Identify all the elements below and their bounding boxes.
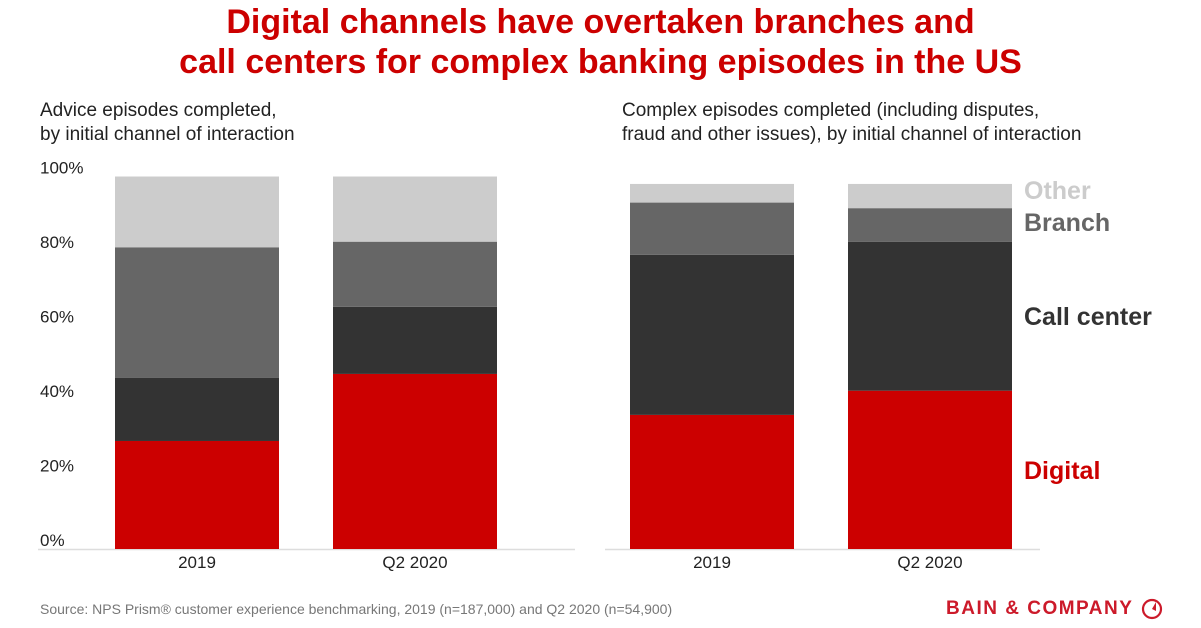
bar-segment-digital [630, 414, 794, 549]
chart-title: Digital channels have overtaken branches… [0, 2, 1201, 82]
logo-compass-icon [1142, 598, 1163, 620]
left-chart-subtitle: Advice episodes completed, by initial ch… [40, 99, 295, 147]
bar-segment-digital [333, 373, 497, 549]
title-line-2: call centers for complex banking episode… [179, 43, 1022, 81]
right-chart-subtitle: Complex episodes completed (including di… [622, 99, 1081, 147]
x-tick-label: Q2 2020 [382, 553, 447, 572]
right-subtitle-line-2: fraud and other issues), by initial chan… [622, 124, 1082, 145]
bar-segment-call-center [630, 254, 794, 415]
bar-segment-call-center [848, 241, 1012, 391]
bar-segment-other [115, 176, 279, 248]
bar-segment-digital [115, 440, 279, 549]
y-tick-label: 80% [40, 233, 74, 252]
bar-segment-branch [848, 208, 1012, 242]
right-subtitle-line-1: Complex episodes completed (including di… [622, 100, 1040, 121]
y-tick-label: 0% [40, 531, 65, 550]
x-tick-label: 2019 [693, 553, 731, 572]
source-note: Source: NPS Prism® customer experience b… [40, 601, 673, 617]
x-tick-label: Q2 2020 [897, 553, 962, 572]
y-tick-label: 40% [40, 382, 74, 401]
bar-segment-other [848, 183, 1012, 209]
bar-segment-call-center [333, 306, 497, 374]
bar-segment-call-center [115, 377, 279, 441]
left-subtitle-line-2: by initial channel of interaction [40, 124, 295, 145]
x-tick-label: 2019 [178, 553, 216, 572]
bain-logo: BAIN & COMPANY [946, 598, 1163, 620]
bar-segment-branch [630, 202, 794, 255]
bar-segment-digital [848, 390, 1012, 549]
legend-label-branch: Branch [1024, 209, 1110, 237]
title-line-1: Digital channels have overtaken branches… [226, 3, 975, 41]
y-tick-label: 20% [40, 457, 74, 476]
bar-segment-other [333, 176, 497, 242]
bar-segment-other [630, 183, 794, 203]
y-tick-label: 100% [40, 159, 83, 178]
legend-label-other: Other [1024, 177, 1091, 205]
logo-text: BAIN & COMPANY [946, 598, 1134, 619]
legend-label-call-center: Call center [1024, 303, 1152, 331]
y-tick-label: 60% [40, 308, 74, 327]
bar-segment-branch [115, 247, 279, 378]
legend-label-digital: Digital [1024, 457, 1100, 485]
bar-segment-branch [333, 241, 497, 307]
left-subtitle-line-1: Advice episodes completed, [40, 100, 277, 121]
